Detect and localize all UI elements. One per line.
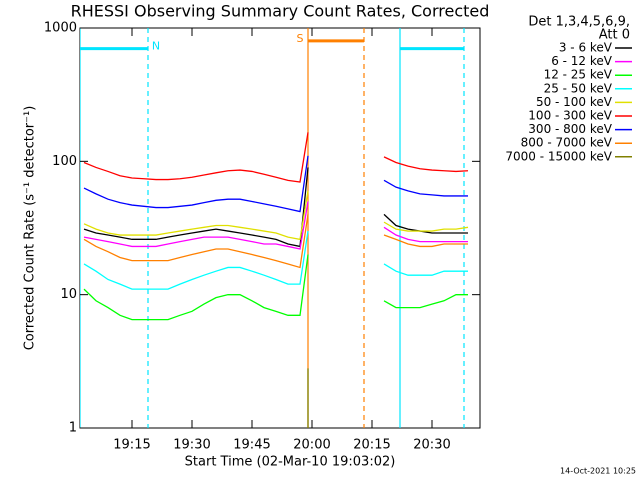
y-tick-label: 1 (69, 421, 77, 436)
y-tick-label: 1000 (44, 21, 77, 36)
series-line (83, 167, 309, 248)
series-line (83, 132, 309, 183)
series-line (83, 230, 309, 290)
legend-header: Det 1,3,4,5,6,9, (528, 15, 630, 30)
plot-frame (79, 27, 481, 429)
legend-label: 25 - 50 keV (544, 81, 613, 95)
chart-title: RHESSI Observing Summary Count Rates, Co… (71, 2, 490, 21)
legend-label: 3 - 6 keV (559, 41, 613, 55)
plot-area (80, 28, 469, 428)
y-tick-label: 100 (52, 154, 77, 169)
series-line (83, 201, 309, 250)
legend-label: 300 - 800 keV (528, 122, 612, 136)
x-tick-label: 19:45 (233, 438, 270, 453)
series-line (83, 214, 309, 269)
x-tick-label: 20:00 (293, 438, 330, 453)
x-tick-label: 20:30 (413, 438, 450, 453)
series-line (383, 221, 469, 232)
legend-label: 800 - 7000 keV (521, 136, 613, 150)
series-line (383, 156, 469, 173)
series-line (383, 213, 468, 234)
interval-label: N (152, 40, 160, 53)
y-tick-label: 10 (60, 287, 77, 302)
series-line (83, 155, 309, 213)
legend-label: 6 - 12 keV (551, 54, 613, 68)
series-line (383, 234, 468, 248)
legend-label: 12 - 25 keV (544, 68, 613, 82)
x-tick-label: 19:15 (113, 438, 150, 453)
series-line (83, 254, 309, 321)
series-line (383, 226, 468, 243)
timestamp: 14-Oct-2021 10:25 (560, 467, 636, 476)
x-tick-label: 19:30 (173, 438, 210, 453)
x-axis-label: Start Time (02-Mar-10 19:03:02) (185, 455, 396, 470)
series-line (383, 179, 468, 197)
x-tick-label: 20:15 (353, 438, 390, 453)
y-axis-label: Corrected Count Rate (s⁻¹ detector⁻¹) (23, 106, 38, 351)
legend-label: 50 - 100 keV (536, 95, 613, 109)
legend-label: 100 - 300 keV (528, 109, 612, 123)
legend-label: 7000 - 15000 keV (505, 149, 612, 163)
series-line (83, 190, 309, 241)
legend-header: Att 0 (599, 28, 630, 43)
series-line (383, 263, 468, 276)
series-line (383, 294, 468, 309)
interval-label: S (297, 32, 304, 45)
